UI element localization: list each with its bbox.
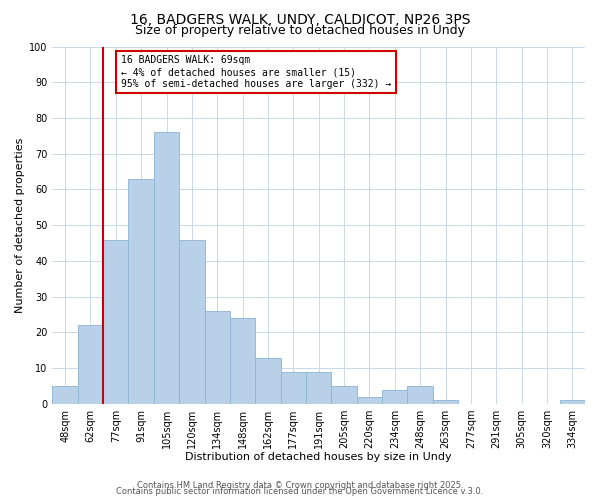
Bar xyxy=(560,400,585,404)
Text: 16 BADGERS WALK: 69sqm
← 4% of detached houses are smaller (15)
95% of semi-deta: 16 BADGERS WALK: 69sqm ← 4% of detached … xyxy=(121,56,391,88)
Bar xyxy=(382,390,407,404)
Bar xyxy=(205,311,230,404)
Y-axis label: Number of detached properties: Number of detached properties xyxy=(15,138,25,313)
Bar xyxy=(128,179,154,404)
Bar xyxy=(331,386,357,404)
Text: Size of property relative to detached houses in Undy: Size of property relative to detached ho… xyxy=(135,24,465,37)
Bar xyxy=(52,386,78,404)
Bar xyxy=(78,326,103,404)
Bar xyxy=(281,372,306,404)
X-axis label: Distribution of detached houses by size in Undy: Distribution of detached houses by size … xyxy=(185,452,452,462)
Bar xyxy=(179,240,205,404)
Text: 16, BADGERS WALK, UNDY, CALDICOT, NP26 3PS: 16, BADGERS WALK, UNDY, CALDICOT, NP26 3… xyxy=(130,12,470,26)
Text: Contains public sector information licensed under the Open Government Licence v.: Contains public sector information licen… xyxy=(116,488,484,496)
Bar xyxy=(306,372,331,404)
Bar xyxy=(357,397,382,404)
Bar xyxy=(255,358,281,404)
Text: Contains HM Land Registry data © Crown copyright and database right 2025.: Contains HM Land Registry data © Crown c… xyxy=(137,481,463,490)
Bar xyxy=(103,240,128,404)
Bar xyxy=(407,386,433,404)
Bar xyxy=(230,318,255,404)
Bar xyxy=(433,400,458,404)
Bar xyxy=(154,132,179,404)
